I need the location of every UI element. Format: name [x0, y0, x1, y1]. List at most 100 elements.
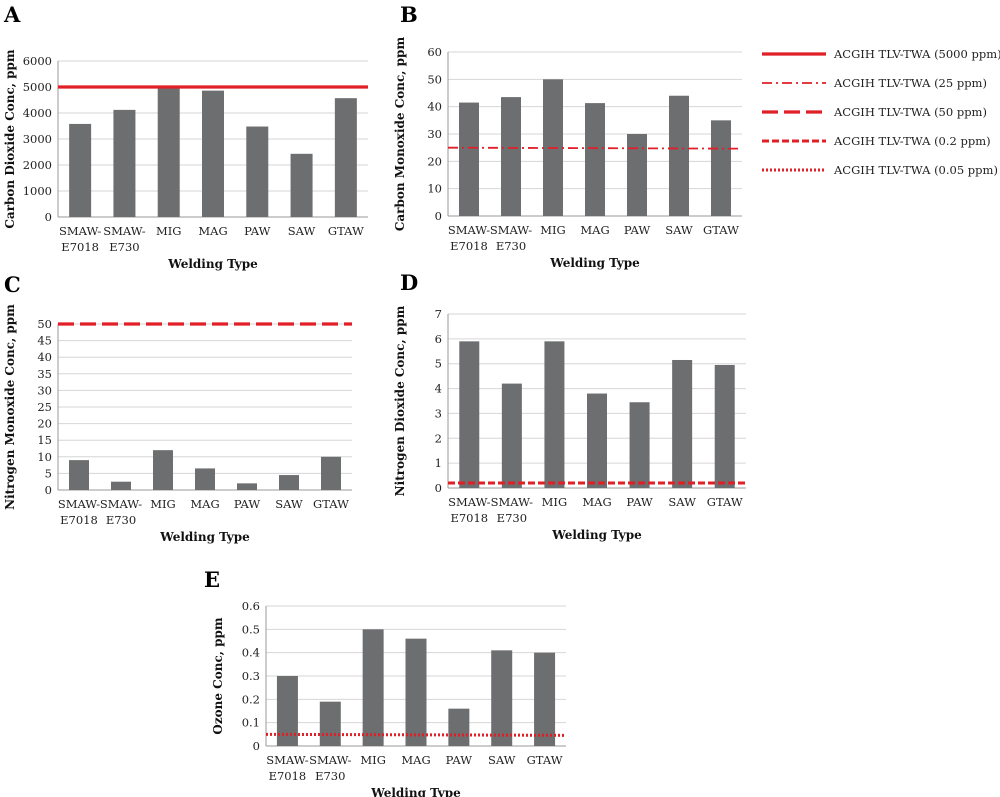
x-tick-label: SMAW-: [490, 223, 532, 237]
y-tick-label: 6000: [23, 54, 52, 68]
x-axis-title: Welding Type: [167, 257, 258, 271]
x-tick-label: E730: [106, 513, 136, 527]
bar-smaw-e7018: [276, 676, 298, 746]
y-tick-label: 60: [427, 45, 442, 59]
legend-label: ACGIH TLV-TWA (0.2 ppm): [833, 134, 991, 148]
bar-smaw-e7018: [459, 341, 480, 488]
y-axis-title: Nitrogen Monoxide Conc, ppm: [3, 304, 17, 510]
y-tick-label: 40: [37, 350, 52, 364]
y-tick-label: 0.6: [242, 599, 260, 613]
x-tick-label: SAW: [288, 224, 316, 238]
y-tick-label: 0: [45, 210, 52, 224]
y-tick-label: 5: [435, 357, 442, 371]
y-tick-label: 10: [37, 450, 52, 464]
x-tick-label: GTAW: [703, 223, 739, 237]
x-axis-title: Welding Type: [549, 256, 640, 270]
y-tick-label: 20: [37, 417, 52, 431]
x-tick-label: SMAW-: [491, 495, 533, 509]
bar-mig: [362, 629, 384, 746]
y-tick-label: 1: [435, 456, 442, 470]
bar-mag: [587, 393, 607, 488]
bar-paw: [627, 134, 647, 216]
bar-smaw-e730: [319, 701, 341, 746]
x-tick-label: E730: [109, 240, 139, 254]
y-tick-label: 40: [427, 100, 442, 114]
bar-gtaw: [321, 456, 341, 490]
bar-gtaw: [711, 120, 731, 216]
bar-gtaw: [334, 98, 357, 217]
y-tick-label: 0.5: [242, 622, 260, 636]
y-tick-label: 45: [37, 334, 52, 348]
x-tick-label: GTAW: [707, 495, 743, 509]
y-axis-title: Carbon Monoxide Conc, ppm: [393, 37, 407, 232]
x-tick-label: SAW: [668, 495, 696, 509]
x-tick-label: MAG: [190, 497, 219, 511]
y-tick-label: 0: [253, 739, 260, 753]
bar-mag: [202, 90, 224, 217]
x-tick-label: E730: [315, 769, 345, 783]
legend-label: ACGIH TLV-TWA (50 ppm): [833, 105, 987, 119]
x-tick-label: SAW: [275, 497, 303, 511]
y-tick-label: 20: [427, 154, 442, 168]
y-tick-label: 25: [37, 400, 52, 414]
y-tick-label: 10: [427, 182, 442, 196]
x-tick-label: MAG: [401, 753, 430, 767]
bar-paw: [629, 402, 650, 488]
bar-mag: [405, 638, 427, 746]
y-tick-label: 30: [37, 383, 52, 397]
y-tick-label: 7: [435, 307, 442, 321]
bar-paw: [448, 708, 470, 746]
y-tick-label: 0.2: [242, 692, 260, 706]
limit-line: [447, 146, 743, 150]
legend-label: ACGIH TLV-TWA (0.05 ppm): [833, 163, 998, 177]
bar-mag: [195, 468, 215, 490]
bar-smaw-e7018: [459, 102, 479, 216]
x-tick-label: E730: [497, 511, 527, 525]
panel-letter: D: [400, 270, 418, 295]
x-tick-label: SMAW-: [309, 753, 351, 767]
x-tick-label: SAW: [665, 223, 693, 237]
x-tick-label: GTAW: [527, 753, 563, 767]
y-tick-label: 3: [435, 406, 442, 420]
panel-letter: E: [204, 567, 220, 592]
y-tick-label: 1000: [23, 184, 52, 198]
x-tick-label: PAW: [244, 224, 271, 238]
y-tick-label: 5: [45, 466, 52, 480]
x-tick-label: E730: [496, 239, 526, 253]
bar-gtaw: [534, 652, 556, 746]
x-tick-label: E7018: [61, 240, 99, 254]
x-tick-label: PAW: [624, 223, 651, 237]
y-tick-label: 35: [37, 367, 52, 381]
x-tick-label: SMAW-: [58, 497, 100, 511]
bar-saw: [279, 475, 299, 490]
y-axis-title: Ozone Conc, ppm: [211, 617, 225, 735]
legend: ACGIH TLV-TWA (5000 ppm) ACGIH TLV-TWA (2…: [762, 47, 1000, 177]
y-tick-label: 2: [435, 431, 442, 445]
x-tick-label: SMAW-: [448, 495, 490, 509]
x-tick-label: MIG: [542, 495, 568, 509]
x-tick-label: E7018: [60, 513, 98, 527]
x-tick-label: PAW: [234, 497, 261, 511]
x-tick-label: SMAW-: [448, 223, 490, 237]
x-tick-label: MAG: [198, 224, 227, 238]
x-tick-label: PAW: [626, 495, 653, 509]
bar-saw: [669, 95, 689, 216]
x-tick-label: MAG: [580, 223, 609, 237]
x-tick-label: SMAW-: [266, 753, 308, 767]
bar-saw: [672, 359, 693, 488]
x-tick-label: PAW: [446, 753, 473, 767]
bar-mig: [544, 341, 565, 488]
x-tick-label: E7018: [450, 511, 488, 525]
y-tick-label: 30: [427, 127, 442, 141]
bar-mag: [585, 103, 605, 216]
y-tick-label: 15: [37, 433, 52, 447]
x-tick-label: SAW: [488, 753, 516, 767]
panel-letter: B: [400, 2, 418, 27]
panel-letter: A: [3, 2, 21, 27]
y-tick-label: 0: [45, 483, 52, 497]
y-tick-label: 3000: [23, 132, 52, 146]
bar-gtaw: [714, 364, 735, 488]
chart-panel-a: A 0 1000 2000 3000 4000 5000 6000 SMAW- E7018 SMAW…: [3, 2, 368, 271]
